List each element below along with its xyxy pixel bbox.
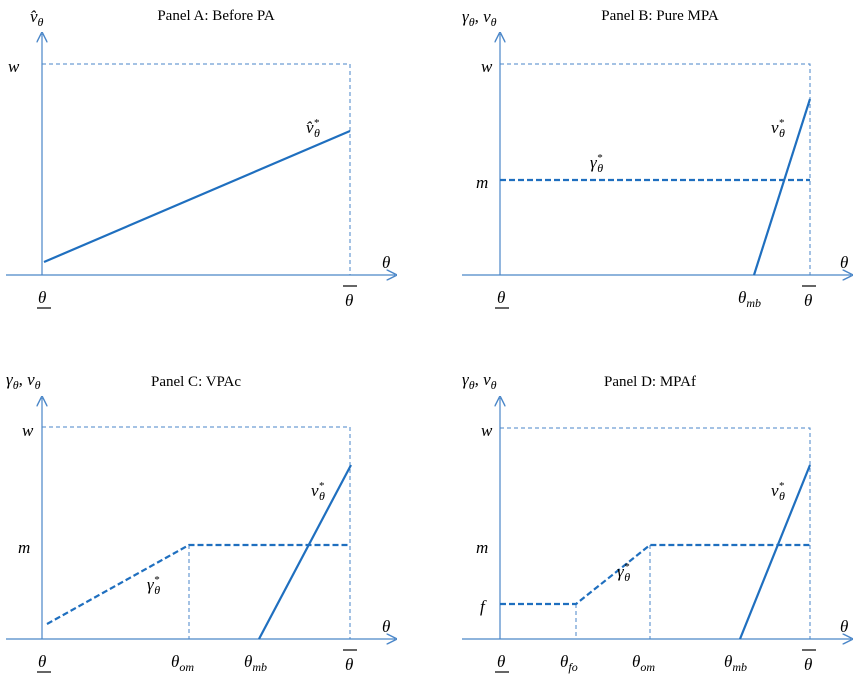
panel-c-w-guide <box>42 426 351 639</box>
panel-b-w-label: w <box>481 57 493 76</box>
panel-c: Panel C: VPAc γθ, vθ w m γ* θ v* θ θ θ θom… <box>6 370 395 674</box>
panel-c-m-label: m <box>18 538 30 557</box>
panel-b-v-line <box>752 98 812 276</box>
panel-d-m-label: m <box>476 538 488 557</box>
panel-a-theta-low: θ <box>38 288 46 307</box>
panel-b-title: Panel B: Pure MPA <box>601 8 719 24</box>
panel-d-theta-fo: θfo <box>560 652 578 674</box>
panel-d-theta-high: θ <box>804 655 812 674</box>
panel-b-w-guide <box>500 63 811 275</box>
panel-b-theta-mb: θmb <box>738 288 761 310</box>
panel-d-w-label: w <box>481 421 493 440</box>
panel-c-theta-om: θom <box>171 652 194 674</box>
panel-d-y-label: γθ, vθ <box>462 370 497 392</box>
panel-d-v-label: v* θ <box>771 480 785 503</box>
panel-d: Panel D: MPAf γθ, vθ w m f γ* θ v* θ θ θ θ… <box>462 370 851 674</box>
panel-d-theta-om: θom <box>632 652 655 674</box>
panel-b-x-label: θ <box>840 253 848 272</box>
panel-c-theta-low: θ <box>38 652 46 671</box>
panel-c-title: Panel C: VPAc <box>151 374 241 390</box>
panel-c-x-label: θ <box>382 617 390 636</box>
panel-d-w-guide <box>500 427 811 639</box>
panel-b-theta-high: θ <box>804 291 812 310</box>
panel-a-y-label: v̂θ <box>30 7 44 29</box>
panel-c-gamma-label: γ* θ <box>147 574 160 597</box>
panel-d-x-label: θ <box>840 617 848 636</box>
panel-a-x-label: θ <box>382 253 390 272</box>
panel-a-curve-label: v̂* θ <box>306 117 320 140</box>
panel-c-theta-high: θ <box>345 655 353 674</box>
panel-a: Panel A: Before PA v̂θ w v̂* θ θ θ θ <box>6 7 395 310</box>
panel-b-gamma-label: γ* θ <box>590 152 603 175</box>
panel-d-gamma-line <box>500 543 810 606</box>
panel-c-y-label: γθ, vθ <box>6 370 41 392</box>
panel-c-v-label: v* θ <box>311 480 325 503</box>
panel-d-title: Panel D: MPAf <box>604 374 696 390</box>
panel-c-v-line <box>258 464 352 640</box>
panel-a-title: Panel A: Before PA <box>157 8 275 24</box>
panel-c-theta-mb: θmb <box>244 652 267 674</box>
panel-b-v-label: v* θ <box>771 117 785 140</box>
panel-a-theta-high: θ <box>345 291 353 310</box>
panel-d-v-line <box>738 464 812 640</box>
panel-b: Panel B: Pure MPA γθ, vθ w m γ* θ v* θ θ θ… <box>462 7 851 310</box>
panel-a-v-hat-line <box>43 129 351 264</box>
panel-c-gamma-line <box>46 543 350 625</box>
panel-b-y-label: γθ, vθ <box>462 7 497 29</box>
panel-d-gamma-label: γ* θ <box>617 561 630 584</box>
panel-c-w-label: w <box>22 421 34 440</box>
panel-a-w-label: w <box>8 57 20 76</box>
panel-b-theta-low: θ <box>497 288 505 307</box>
panel-d-f-label: f <box>480 597 487 616</box>
panel-d-theta-low: θ <box>497 652 505 671</box>
panel-b-m-label: m <box>476 173 488 192</box>
panel-a-w-guide <box>42 63 351 275</box>
panel-d-theta-mb: θmb <box>724 652 747 674</box>
